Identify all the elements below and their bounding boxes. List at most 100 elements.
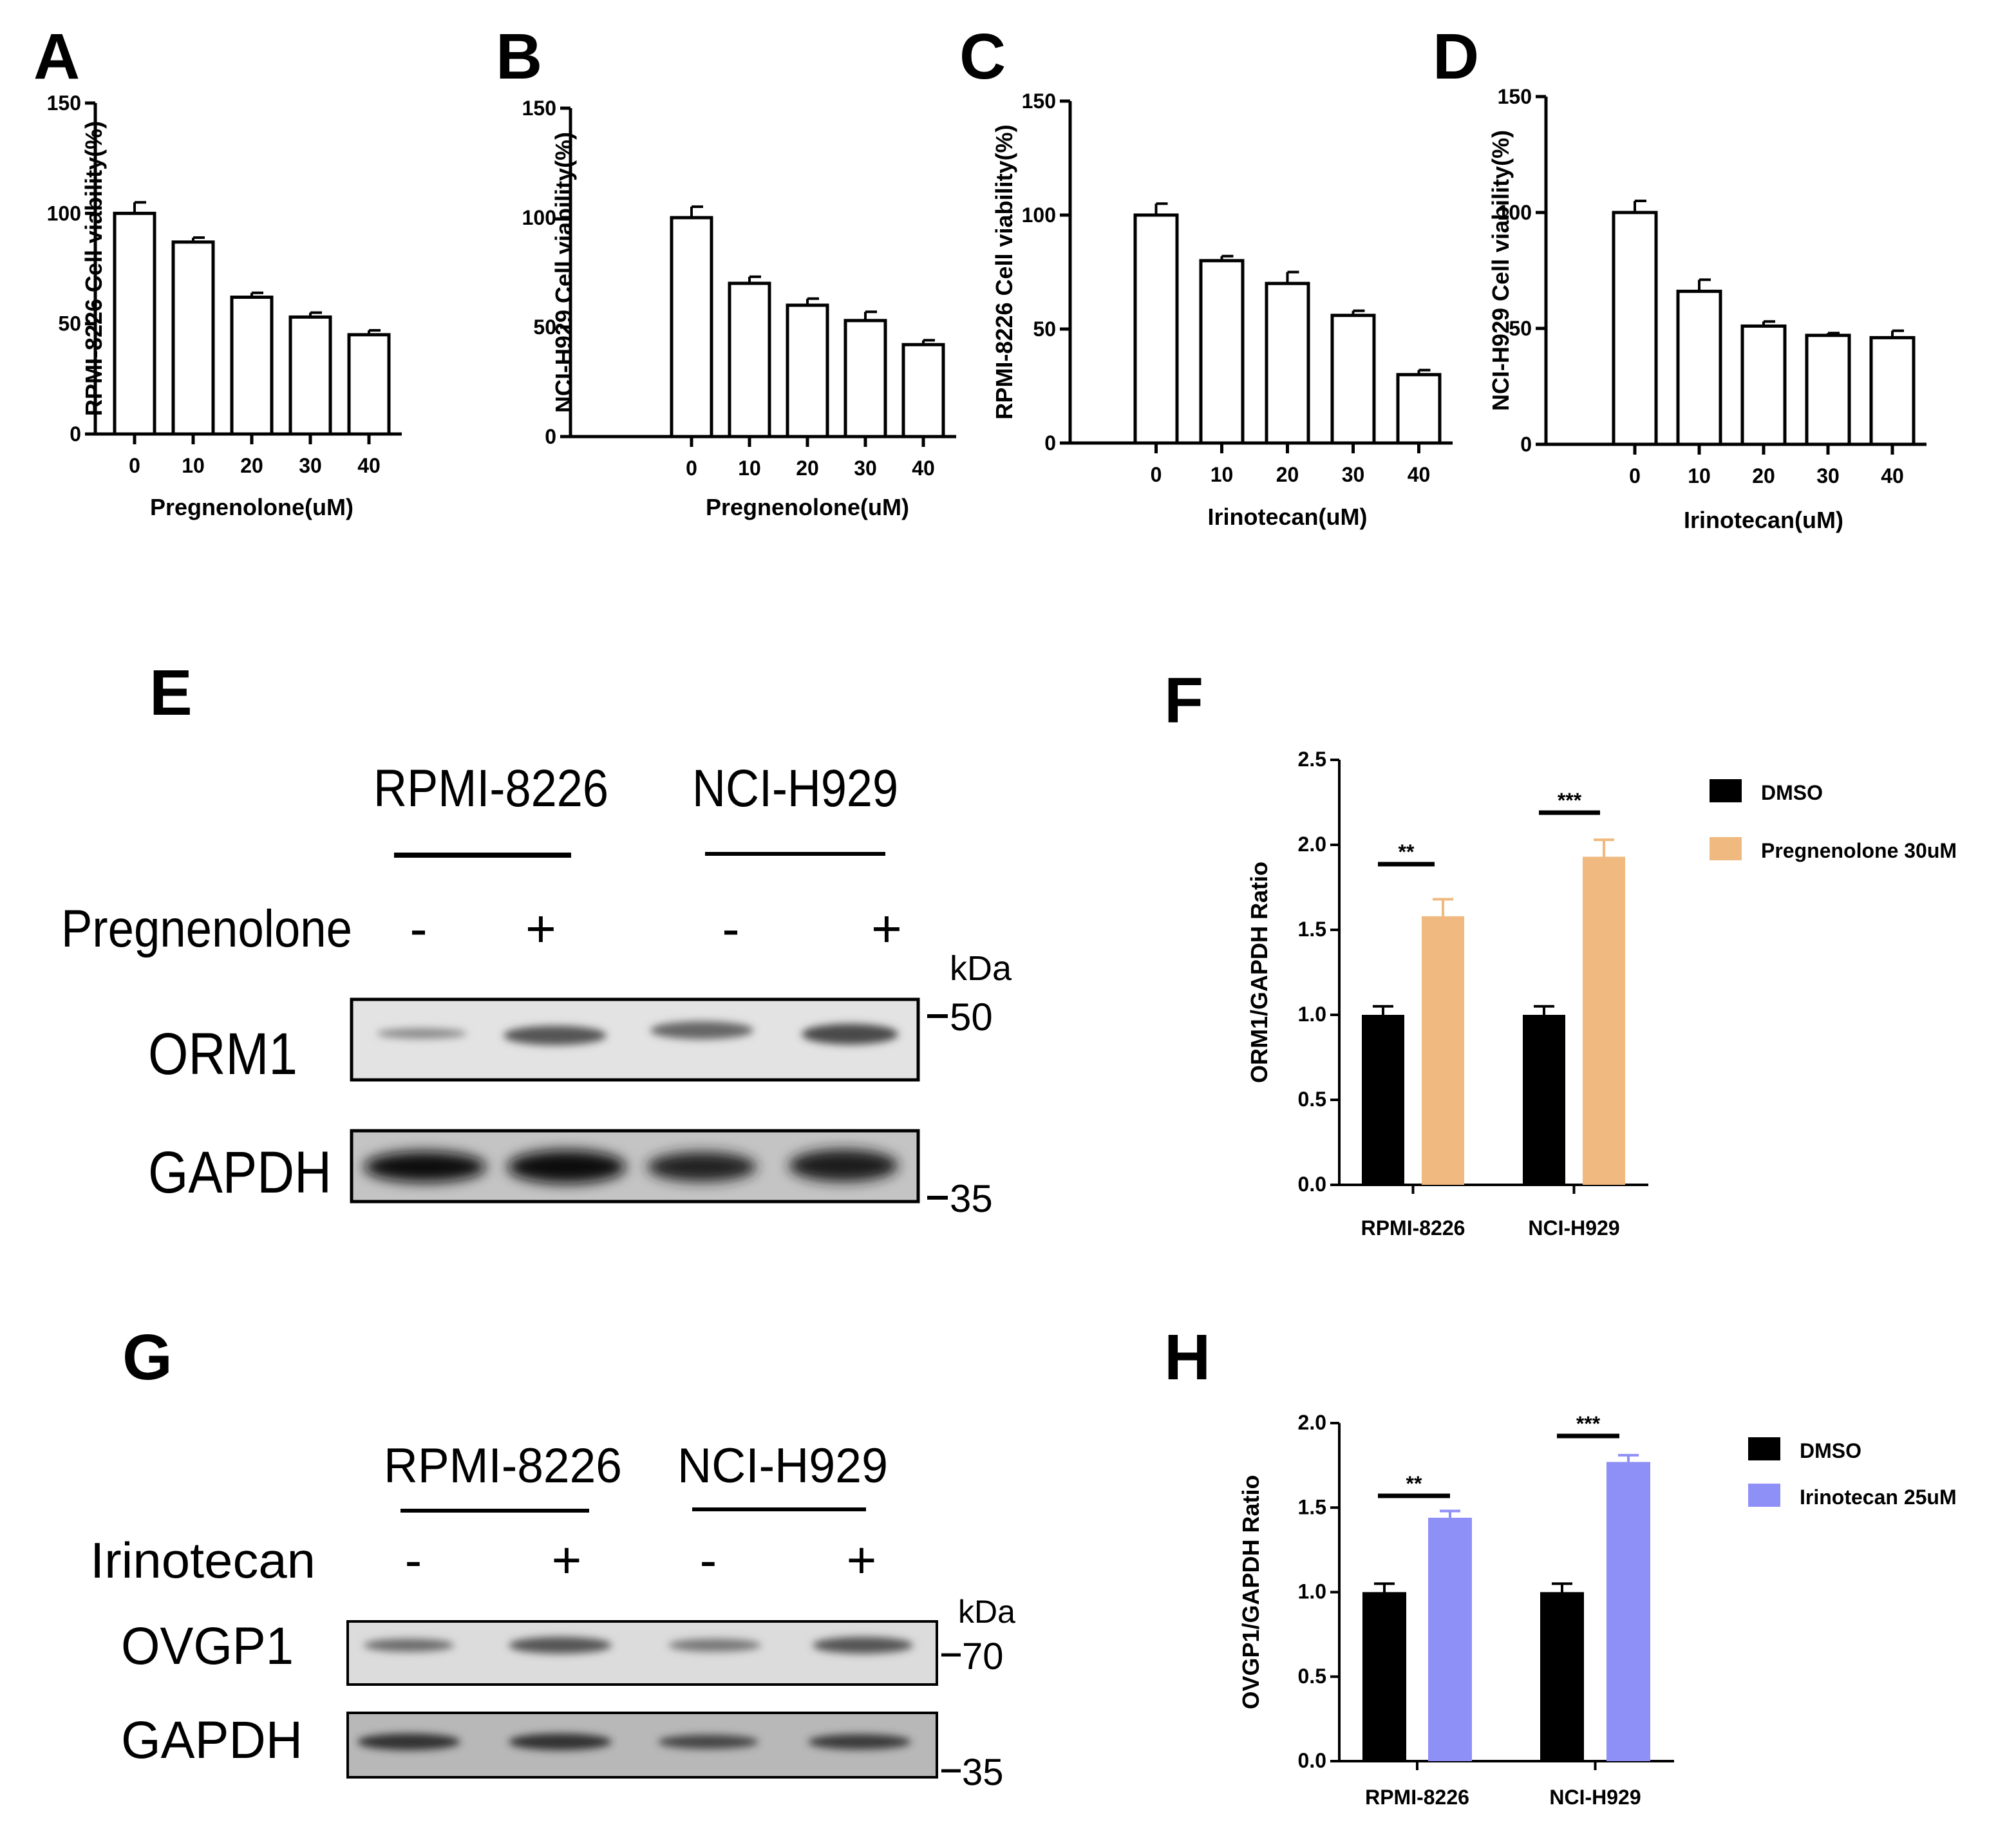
legend-label: Irinotecan 25uM [1800, 1486, 1957, 1509]
blot-e-cell-line-nci: NCI-H929 [692, 759, 898, 818]
blot-e-orm1-band [377, 1028, 467, 1039]
bar-dmso [1362, 1592, 1406, 1761]
panel-label-f: F [1164, 665, 1203, 737]
bar [1330, 314, 1376, 445]
blot-e-sign-2: + [525, 900, 556, 958]
blot-g-gapdh-band [357, 1733, 460, 1750]
x-tick-label: 10 [182, 454, 205, 477]
legend-swatch [1710, 837, 1742, 860]
x-tick-label: 30 [1342, 463, 1365, 486]
x-tick-label: 30 [1816, 464, 1840, 487]
bar-dmso [1362, 1015, 1404, 1185]
y-tick-label: 2.0 [1298, 833, 1326, 856]
legend-swatch [1710, 779, 1742, 802]
legend-label: Pregnenolone 30uM [1761, 839, 1957, 862]
panel-label-c: C [959, 21, 1006, 93]
y-tick-label: 50 [533, 316, 556, 339]
blot-g-sign-4: + [847, 1531, 877, 1589]
y-axis-title: OVGP1/GAPDH Ratio [1238, 1475, 1264, 1709]
blot-e-protein-orm1: ORM1 [148, 1021, 297, 1087]
y-axis-title: ORM1/GAPDH Ratio [1246, 862, 1272, 1083]
y-tick-label: 0.0 [1298, 1749, 1326, 1772]
blot-g-sign-3: - [700, 1531, 717, 1589]
blot-e-protein-gapdh: GAPDH [148, 1140, 332, 1205]
bar [901, 343, 945, 439]
y-tick-label: 0.5 [1298, 1665, 1326, 1688]
panel-label-h: H [1164, 1321, 1211, 1393]
bar [728, 281, 771, 439]
blot-g-cell-line-nci: NCI-H929 [677, 1439, 888, 1493]
y-axis-title: NCI-H929 Cell viability(%) [1487, 130, 1514, 411]
x-tick-label: RPMI-8226 [1361, 1216, 1465, 1240]
y-axis-title: RPMI-8226 Cell viability(%) [991, 124, 1017, 419]
blot-e-orm1-band [504, 1026, 607, 1045]
bar [843, 319, 887, 439]
y-tick-label: 150 [1498, 85, 1532, 108]
blot-g-ovgp1-band [364, 1639, 454, 1652]
blot-g-marker-35: 35 [962, 1751, 1004, 1793]
bar [670, 216, 713, 439]
y-tick-label: 50 [1033, 317, 1056, 341]
bar [786, 303, 829, 439]
blot-g-gapdh-band [808, 1734, 911, 1750]
significance-label: *** [1576, 1412, 1601, 1435]
x-tick-label: 20 [1276, 463, 1299, 486]
bar-dmso [1523, 1015, 1565, 1185]
bar [1133, 213, 1179, 445]
bar [1199, 259, 1245, 445]
x-tick-label: 0 [1151, 463, 1162, 486]
x-axis-title: Pregnenolone(uM) [150, 494, 353, 520]
chart-d-nci-irinotecan-viability: 0 50 100 150 0 10 20 30 40 Irinotecan(uM) NCI-H929… [1487, 85, 1927, 533]
blot-g-ovgp1-band [668, 1639, 761, 1652]
legend-label: DMSO [1761, 781, 1823, 804]
legend-label: DMSO [1800, 1439, 1861, 1462]
blot-e-gapdh-band [647, 1152, 757, 1182]
y-tick-label: 100 [1498, 201, 1532, 224]
x-tick-label: NCI-H929 [1549, 1786, 1641, 1809]
blot-e-gapdh-band [364, 1151, 486, 1182]
y-tick-label: 0 [70, 422, 81, 446]
blot-g-treatment-label: Irinotecan [90, 1532, 316, 1589]
y-tick-label: 150 [522, 97, 556, 120]
legend-swatch [1748, 1437, 1780, 1460]
bar [347, 333, 391, 436]
bar [171, 240, 215, 436]
x-tick-label: 0 [1629, 464, 1641, 487]
y-tick-label: 2.0 [1298, 1411, 1326, 1434]
x-axis-title: Irinotecan(uM) [1208, 504, 1368, 530]
bar-pregnenolone-30um [1422, 916, 1464, 1185]
x-tick-label: 30 [854, 457, 877, 480]
panel-label-g: G [122, 1321, 173, 1393]
blot-g-ovgp1-band [509, 1637, 612, 1654]
blot-e-kda-label: kDa [950, 949, 1012, 988]
bar [1676, 289, 1722, 446]
significance-label: *** [1558, 789, 1582, 812]
y-tick-label: 50 [58, 312, 81, 335]
western-blot-e: RPMI-8226 NCI-H929 Pregnenolone - + - + … [61, 759, 1012, 1220]
blot-g-kda-label: kDa [958, 1594, 1015, 1630]
y-tick-label: 1.5 [1298, 1495, 1326, 1518]
significance-label: ** [1399, 840, 1415, 864]
bar [113, 211, 156, 436]
bar-irinotecan-25um [1606, 1462, 1650, 1761]
blot-g-marker-70: 70 [962, 1636, 1004, 1677]
x-tick-label: 20 [240, 454, 263, 477]
y-tick-label: 1.0 [1298, 1003, 1326, 1026]
y-tick-label: 2.5 [1298, 748, 1326, 771]
x-tick-label: 10 [1211, 463, 1234, 486]
x-axis-title: Pregnenolone(uM) [706, 494, 909, 520]
x-tick-label: 20 [1752, 464, 1775, 487]
panel-label-a: A [33, 21, 80, 93]
blot-e-marker-50: 50 [950, 996, 993, 1039]
y-tick-label: 150 [1022, 90, 1056, 113]
x-tick-label: 10 [738, 457, 761, 480]
blot-g-ovgp1-band [813, 1637, 913, 1654]
x-tick-label: 30 [299, 454, 322, 477]
bar [1805, 334, 1851, 446]
bar [230, 296, 274, 436]
panel-label-e: E [149, 657, 193, 729]
y-tick-label: 150 [47, 91, 81, 115]
